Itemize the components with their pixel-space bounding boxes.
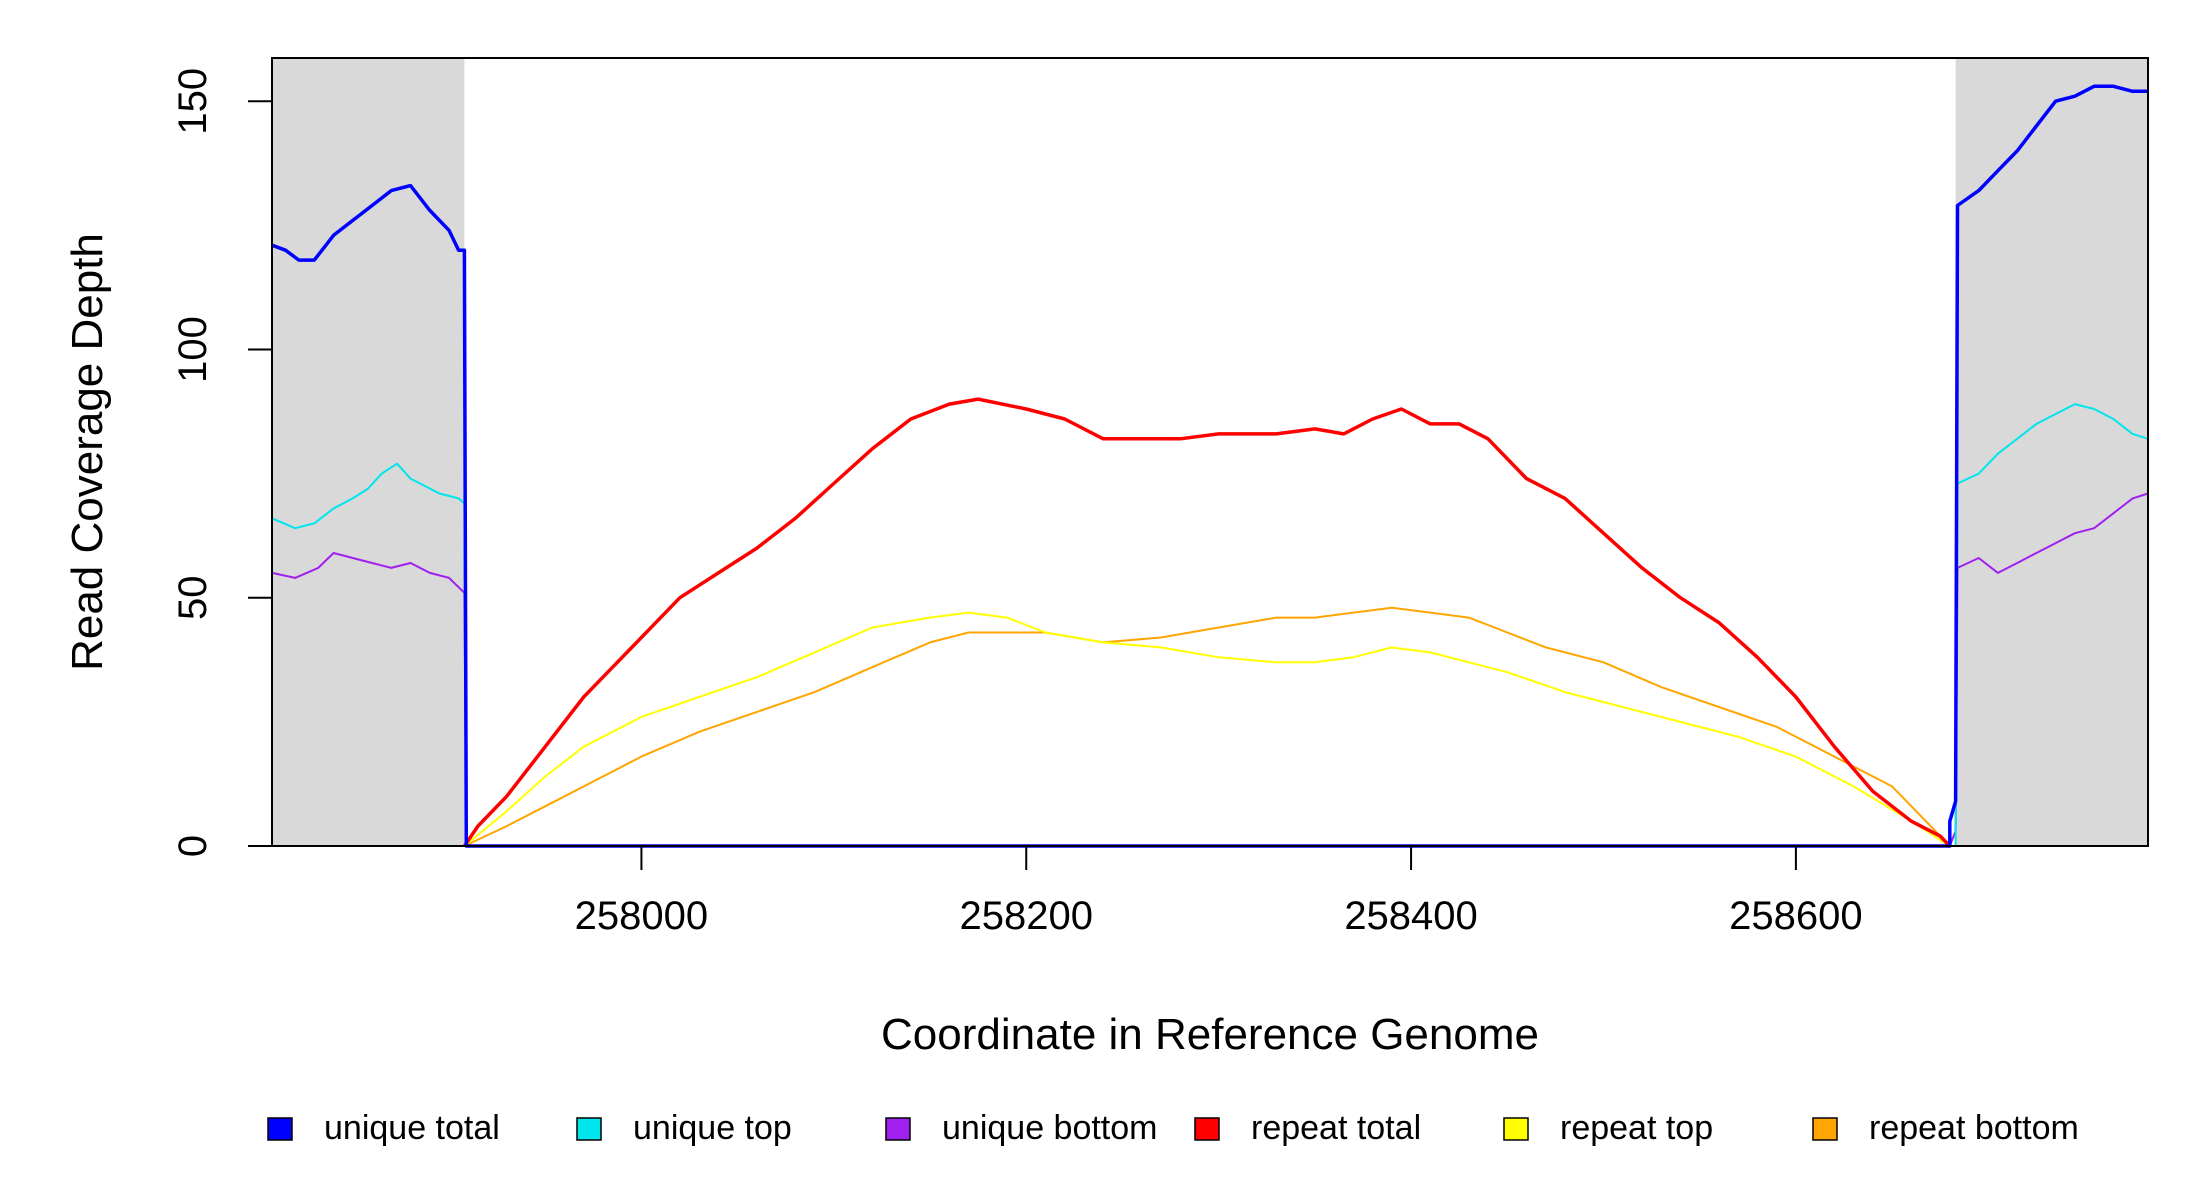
series-line-repeat-total <box>462 397 1952 848</box>
series-lines <box>271 84 2149 848</box>
legend-swatch <box>576 1117 602 1141</box>
x-tick-label: 258200 <box>960 894 1093 938</box>
plot-frame <box>271 57 2149 847</box>
legend-label: unique top <box>633 1109 792 1147</box>
legend-swatch <box>267 1117 293 1141</box>
series-line-unique-top <box>271 403 2149 847</box>
legend-label: repeat top <box>1560 1109 1713 1147</box>
shaded-regions <box>272 58 2148 846</box>
legend-swatch <box>1812 1117 1838 1141</box>
legend-swatch <box>1194 1117 1220 1141</box>
legend-label: unique total <box>324 1109 500 1147</box>
x-axis: 258000 258200 258400 258600 <box>575 846 1863 938</box>
shaded-region-1 <box>1955 58 2148 846</box>
series-line-repeat-top <box>463 611 1951 847</box>
y-axis-title: Read Coverage Depth <box>63 233 112 671</box>
legend-swatch <box>1503 1117 1529 1141</box>
legend-swatch <box>885 1117 911 1141</box>
legend: unique total unique top unique bottom repea… <box>267 1109 2079 1147</box>
x-tick-label: 258600 <box>1729 894 1862 938</box>
y-tick-label: 50 <box>171 575 215 620</box>
legend-label: repeat total <box>1251 1109 1421 1147</box>
series-line-repeat-bottom <box>463 606 1951 847</box>
x-tick-label: 258400 <box>1344 894 1477 938</box>
y-tick-label: 100 <box>171 316 215 383</box>
y-tick-label: 0 <box>171 835 215 857</box>
x-tick-label: 258000 <box>575 894 708 938</box>
legend-label: unique bottom <box>942 1109 1158 1147</box>
legend-label: repeat bottom <box>1869 1109 2079 1147</box>
y-axis: 0 50 100 150 <box>171 68 272 857</box>
x-axis-title: Coordinate in Reference Genome <box>881 1010 1539 1059</box>
shaded-region-0 <box>272 58 465 846</box>
y-tick-label: 150 <box>171 68 215 135</box>
series-line-unique-total <box>271 84 2148 848</box>
